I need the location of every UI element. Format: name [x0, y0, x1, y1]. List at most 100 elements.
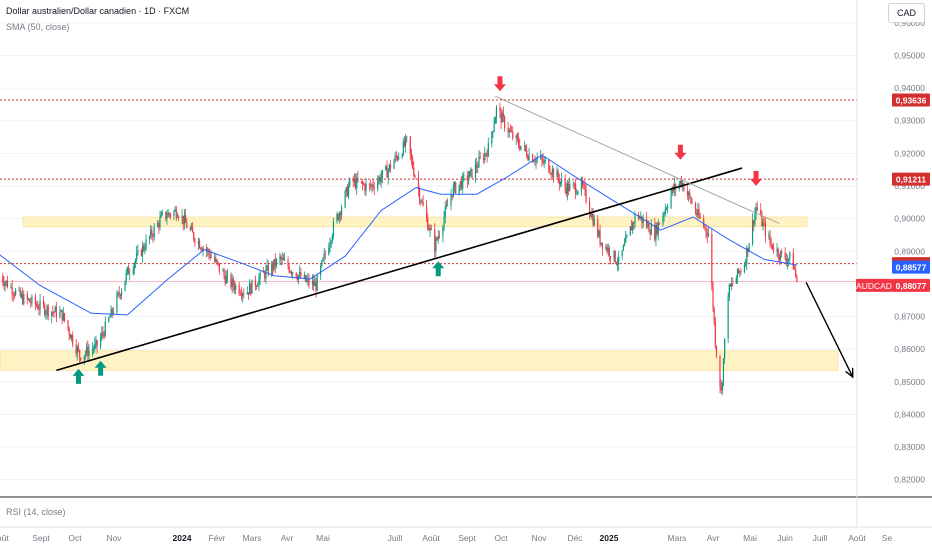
candle-body [218, 263, 220, 272]
candle-body [60, 310, 62, 312]
candle-body [666, 207, 669, 209]
candle-body [258, 278, 260, 286]
candle-body [6, 280, 9, 288]
x-tick-label: Août [0, 533, 9, 543]
candle-body [671, 186, 673, 194]
candle-body [699, 216, 701, 219]
symbol-tag: AUDCAD [856, 281, 892, 291]
candle-body [87, 346, 89, 357]
candle-body [576, 193, 578, 195]
candle-body [197, 241, 200, 244]
candle-body [493, 123, 495, 132]
candle-body [111, 308, 113, 314]
candle-body [250, 283, 252, 294]
candle-body [460, 181, 463, 189]
candle-body [403, 141, 406, 146]
x-tick-label: Déc [567, 533, 583, 543]
candle-body [569, 184, 571, 191]
candle-body [158, 223, 160, 228]
x-tick-label: Oct [494, 533, 508, 543]
candle-body [364, 184, 366, 191]
candle-body [357, 177, 359, 182]
candle-body [393, 161, 395, 169]
candle-body [754, 213, 756, 225]
candle-body [254, 279, 257, 287]
level-price-tag: 0,93636 [896, 95, 927, 105]
candle-body [2, 275, 4, 283]
rsi-legend[interactable]: RSI (14, close) [6, 507, 66, 517]
candle-body [548, 160, 550, 172]
candle-body [575, 184, 577, 194]
candle-body [150, 229, 152, 237]
candle-body [226, 274, 229, 277]
y-tick-label: 0,92000 [894, 148, 925, 158]
x-tick-label: Août [848, 533, 866, 543]
candle-body [738, 268, 740, 273]
x-tick-label: Juill [813, 533, 828, 543]
candle-body [763, 222, 765, 224]
candle-body [427, 217, 429, 230]
candle-body [729, 284, 732, 287]
candle-body [53, 312, 55, 313]
candle-body [279, 256, 281, 260]
candle-body [682, 183, 684, 186]
candle-body [524, 145, 527, 150]
x-tick-label: Sept [32, 533, 50, 543]
candle-body [360, 181, 363, 183]
candle-body [435, 238, 437, 252]
candle-body [371, 184, 373, 187]
candle-body [140, 250, 142, 256]
candle-body [209, 253, 211, 258]
candle-body [373, 187, 375, 189]
candle-body [101, 332, 103, 338]
candle-body [675, 184, 677, 189]
candle-body [378, 177, 380, 182]
projection-arrow-head [845, 367, 854, 379]
projection-arrow [805, 281, 854, 378]
candle-body [417, 177, 420, 190]
symbol-legend[interactable]: Dollar australien/Dollar canadien · 1D ·… [6, 6, 190, 16]
candle-body [632, 222, 634, 231]
candle-body [323, 253, 325, 259]
candle-body [607, 248, 609, 252]
y-tick-label: 0,84000 [894, 409, 925, 419]
candle-body [582, 181, 584, 185]
candle-body [181, 215, 183, 218]
candle-body [768, 235, 770, 237]
candle-body [795, 269, 797, 276]
candle-body [63, 313, 66, 321]
candle-body [706, 232, 708, 237]
candle-body [347, 186, 350, 196]
candle-body [508, 129, 510, 133]
candle-body [781, 251, 783, 253]
sma-legend[interactable]: SMA (50, close) [6, 22, 70, 32]
candle-body [263, 272, 265, 274]
x-tick-label: Mars [668, 533, 687, 543]
candle-body [662, 215, 664, 225]
candle-body [300, 272, 302, 278]
candle-body [446, 205, 449, 207]
candle-body [290, 271, 293, 274]
candle-body [267, 265, 269, 275]
candle-body [690, 196, 692, 203]
candle-body [10, 286, 12, 288]
candle-body [564, 179, 566, 188]
candle-body [398, 157, 400, 160]
candle-body [280, 256, 282, 260]
candle-body [349, 178, 351, 187]
candle-body [19, 289, 21, 297]
candle-body [561, 179, 563, 182]
candle-body [683, 183, 685, 191]
candle-body [484, 153, 486, 161]
candle-body [76, 347, 78, 354]
candle-body [272, 263, 274, 270]
candle-body [483, 157, 485, 161]
candle-body [421, 201, 423, 203]
candle-body [625, 236, 627, 243]
y-tick-label: 0,82000 [894, 475, 925, 485]
candle-body [216, 259, 218, 262]
candle-body [387, 169, 389, 178]
currency-button[interactable]: CAD [888, 3, 925, 23]
candle-body [526, 149, 528, 157]
